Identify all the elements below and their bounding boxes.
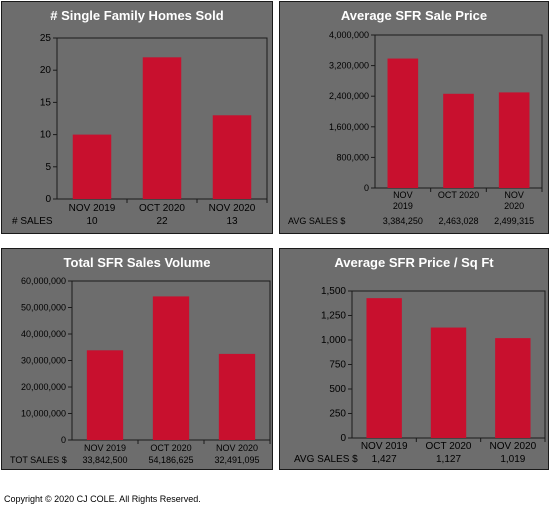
bar bbox=[212, 115, 252, 199]
x-tick-label: NOV bbox=[393, 190, 413, 200]
y-tick-label: 10 bbox=[40, 130, 52, 141]
bar-chart: 0 800,000 1,600,000 2,400,000 3,200,000 4,000… bbox=[288, 30, 543, 226]
y-tick-label: 1,000 bbox=[321, 335, 346, 346]
chart-panel-homes-sold: # Single Family Homes Sold 0 5 10 15 20 25 NOV… bbox=[1, 1, 273, 234]
chart-title: Total SFR Sales Volume bbox=[63, 255, 211, 270]
bar-chart: 0 10,000,000 20,000,000 30,000,000 40,000,00… bbox=[10, 276, 271, 465]
y-tick-label: 0 bbox=[61, 435, 66, 445]
bar bbox=[430, 327, 467, 438]
y-tick-label: 5 bbox=[45, 162, 51, 173]
y-tick-label: 800,000 bbox=[336, 152, 369, 162]
x-tick-label: NOV bbox=[504, 190, 524, 200]
y-tick-label: 4,000,000 bbox=[329, 30, 369, 40]
chart-panel-total-volume: Total SFR Sales Volume 0 10,000,000 20,000… bbox=[1, 248, 273, 470]
chart-title: # Single Family Homes Sold bbox=[50, 8, 224, 23]
bar bbox=[498, 92, 530, 188]
y-tick-label: 0 bbox=[364, 183, 369, 193]
copyright-notice: Copyright © 2020 CJ COLE. All Rights Res… bbox=[4, 494, 201, 504]
table-value: 1,127 bbox=[436, 454, 461, 465]
x-tick-label: OCT 2020 bbox=[426, 441, 472, 452]
x-tick-label: NOV 2019 bbox=[84, 443, 126, 453]
y-tick-label: 0 bbox=[340, 433, 346, 444]
y-tick-label: 30,000,000 bbox=[21, 356, 66, 366]
x-tick-label: OCT 2020 bbox=[438, 190, 479, 200]
y-tick-label: 750 bbox=[329, 360, 346, 371]
table-value: 13 bbox=[226, 216, 238, 227]
bar bbox=[72, 134, 112, 199]
y-tick-label: 15 bbox=[40, 97, 52, 108]
bar bbox=[443, 93, 474, 188]
y-tick-label: 500 bbox=[329, 384, 346, 395]
y-tick-label: 1,500 bbox=[321, 286, 346, 297]
bar bbox=[495, 338, 531, 438]
y-tick-label: 20,000,000 bbox=[21, 382, 66, 392]
y-tick-label: 2,400,000 bbox=[329, 91, 369, 101]
y-tick-label: 3,200,000 bbox=[329, 61, 369, 71]
table-label: AVG SALES $ bbox=[288, 216, 345, 226]
y-tick-label: 60,000,000 bbox=[21, 276, 66, 286]
table-value: 2,499,315 bbox=[494, 216, 534, 226]
x-tick-label: NOV 2020 bbox=[489, 441, 536, 452]
x-tick-label: NOV 2020 bbox=[209, 203, 256, 214]
table-value: 1,019 bbox=[500, 454, 525, 465]
chart-panel-avg-sale-price: Average SFR Sale Price 0 800,000 1,600,000… bbox=[279, 1, 549, 234]
y-tick-label: 1,600,000 bbox=[329, 122, 369, 132]
y-tick-label: 40,000,000 bbox=[21, 329, 66, 339]
table-label: # SALES bbox=[12, 216, 53, 227]
bar bbox=[387, 58, 419, 189]
table-value: 54,186,625 bbox=[148, 455, 193, 465]
table-value: 1,427 bbox=[372, 454, 397, 465]
chart-panel-price-per-sqft: Average SFR Price / Sq Ft 0 250 500 750 1,00… bbox=[279, 248, 549, 470]
y-tick-label: 20 bbox=[40, 65, 52, 76]
table-label: TOT SALES $ bbox=[10, 455, 67, 465]
x-tick-label: NOV 2019 bbox=[361, 441, 408, 452]
table-value: 10 bbox=[86, 216, 98, 227]
x-tick-label: OCT 2020 bbox=[139, 203, 185, 214]
chart-title: Average SFR Sale Price bbox=[340, 8, 488, 23]
x-tick-label: 2020 bbox=[504, 201, 524, 211]
chart-title: Average SFR Price / Sq Ft bbox=[334, 255, 494, 270]
x-tick-label: 2019 bbox=[393, 201, 413, 211]
y-tick-label: 250 bbox=[329, 409, 346, 420]
y-tick-label: 25 bbox=[40, 33, 52, 44]
bar bbox=[86, 350, 124, 440]
bar-chart: 0 5 10 15 20 25 NOV 2019 10 OCT 2020 22 NOV 2020 13… bbox=[12, 33, 268, 227]
table-value: 3,384,250 bbox=[383, 216, 423, 226]
bar bbox=[366, 298, 402, 438]
bar bbox=[142, 57, 182, 199]
y-tick-label: 0 bbox=[45, 194, 51, 205]
y-tick-label: 50,000,000 bbox=[21, 303, 66, 313]
bar bbox=[218, 353, 256, 440]
x-tick-label: NOV 2020 bbox=[216, 443, 258, 453]
table-value: 2,463,028 bbox=[438, 216, 478, 226]
x-tick-label: NOV 2019 bbox=[69, 203, 116, 214]
bar-chart: 0 250 500 750 1,000 1,250 1,500 NOV 2019 1,427 OC… bbox=[294, 286, 546, 465]
table-value: 33,842,500 bbox=[82, 455, 127, 465]
table-value: 32,491,095 bbox=[214, 455, 259, 465]
table-value: 22 bbox=[156, 216, 168, 227]
y-tick-label: 1,250 bbox=[321, 311, 346, 322]
bar bbox=[152, 296, 190, 440]
y-tick-label: 10,000,000 bbox=[21, 409, 66, 419]
table-label: AVG SALES $ bbox=[294, 454, 358, 465]
x-tick-label: OCT 2020 bbox=[150, 443, 191, 453]
